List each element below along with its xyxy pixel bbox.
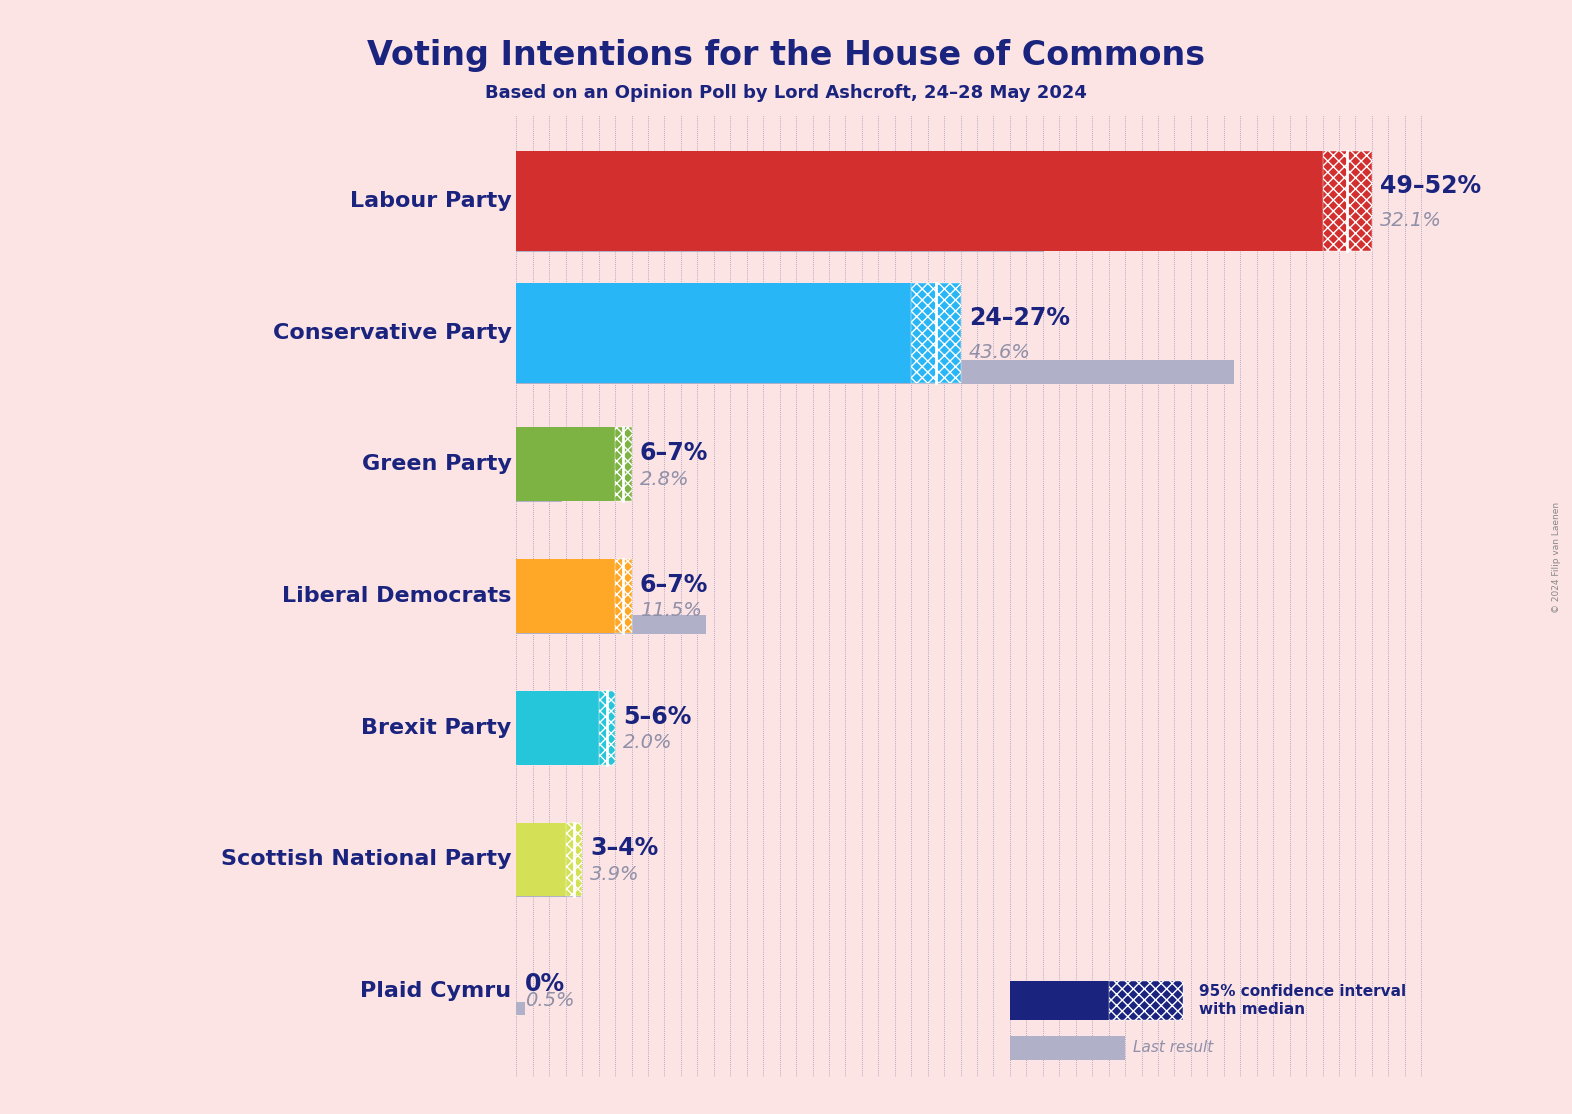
Text: Plaid Cymru: Plaid Cymru	[360, 981, 511, 1001]
Bar	[615, 428, 632, 501]
Text: Scottish National Party: Scottish National Party	[222, 849, 511, 869]
Bar	[516, 559, 615, 633]
Text: Last result: Last result	[1133, 1040, 1214, 1055]
Bar	[599, 691, 615, 764]
Bar	[566, 822, 582, 897]
Text: 5–6%: 5–6%	[624, 705, 692, 729]
Bar	[516, 283, 960, 382]
Bar	[516, 228, 1044, 252]
Text: 0.5%: 0.5%	[525, 991, 574, 1010]
Text: Green Party: Green Party	[362, 455, 511, 475]
Text: 3.9%: 3.9%	[591, 864, 640, 883]
Text: 95% confidence interval
with median: 95% confidence interval with median	[1199, 984, 1407, 1017]
Bar	[516, 559, 632, 633]
Text: © 2024 Filip van Laenen: © 2024 Filip van Laenen	[1552, 501, 1561, 613]
Bar	[516, 428, 615, 501]
Text: 2.0%: 2.0%	[624, 733, 673, 752]
Bar	[516, 483, 563, 502]
Bar	[516, 283, 912, 382]
Text: 6–7%: 6–7%	[640, 441, 707, 466]
Bar	[516, 822, 582, 897]
Bar	[516, 747, 549, 765]
Text: Labour Party: Labour Party	[349, 190, 511, 211]
Text: 24–27%: 24–27%	[968, 305, 1071, 330]
Text: 32.1%: 32.1%	[1380, 212, 1442, 231]
Bar	[516, 150, 1322, 251]
Bar	[516, 822, 566, 897]
Text: 2.8%: 2.8%	[640, 469, 689, 489]
Bar	[912, 283, 960, 382]
Text: Brexit Party: Brexit Party	[362, 717, 511, 737]
Bar	[1322, 150, 1372, 251]
Text: Conservative Party: Conservative Party	[272, 323, 511, 343]
Bar	[516, 691, 615, 764]
Text: 43.6%: 43.6%	[968, 343, 1031, 362]
Text: Liberal Democrats: Liberal Democrats	[281, 586, 511, 606]
Bar	[516, 150, 1372, 251]
Text: Based on an Opinion Poll by Lord Ashcroft, 24–28 May 2024: Based on an Opinion Poll by Lord Ashcrof…	[486, 84, 1086, 101]
Bar	[516, 615, 706, 634]
Text: 6–7%: 6–7%	[640, 573, 707, 597]
Text: 11.5%: 11.5%	[640, 602, 701, 620]
Bar	[516, 1003, 525, 1016]
Bar	[1009, 1036, 1126, 1059]
Bar	[516, 428, 632, 501]
Bar	[516, 691, 599, 764]
Bar	[615, 559, 632, 633]
Text: 3–4%: 3–4%	[591, 837, 659, 860]
Bar	[1009, 980, 1108, 1020]
Text: Voting Intentions for the House of Commons: Voting Intentions for the House of Commo…	[366, 39, 1206, 72]
Text: 49–52%: 49–52%	[1380, 174, 1481, 198]
Bar	[516, 879, 580, 897]
Bar	[1108, 980, 1182, 1020]
Text: 0%: 0%	[525, 973, 564, 996]
Bar	[516, 360, 1234, 384]
